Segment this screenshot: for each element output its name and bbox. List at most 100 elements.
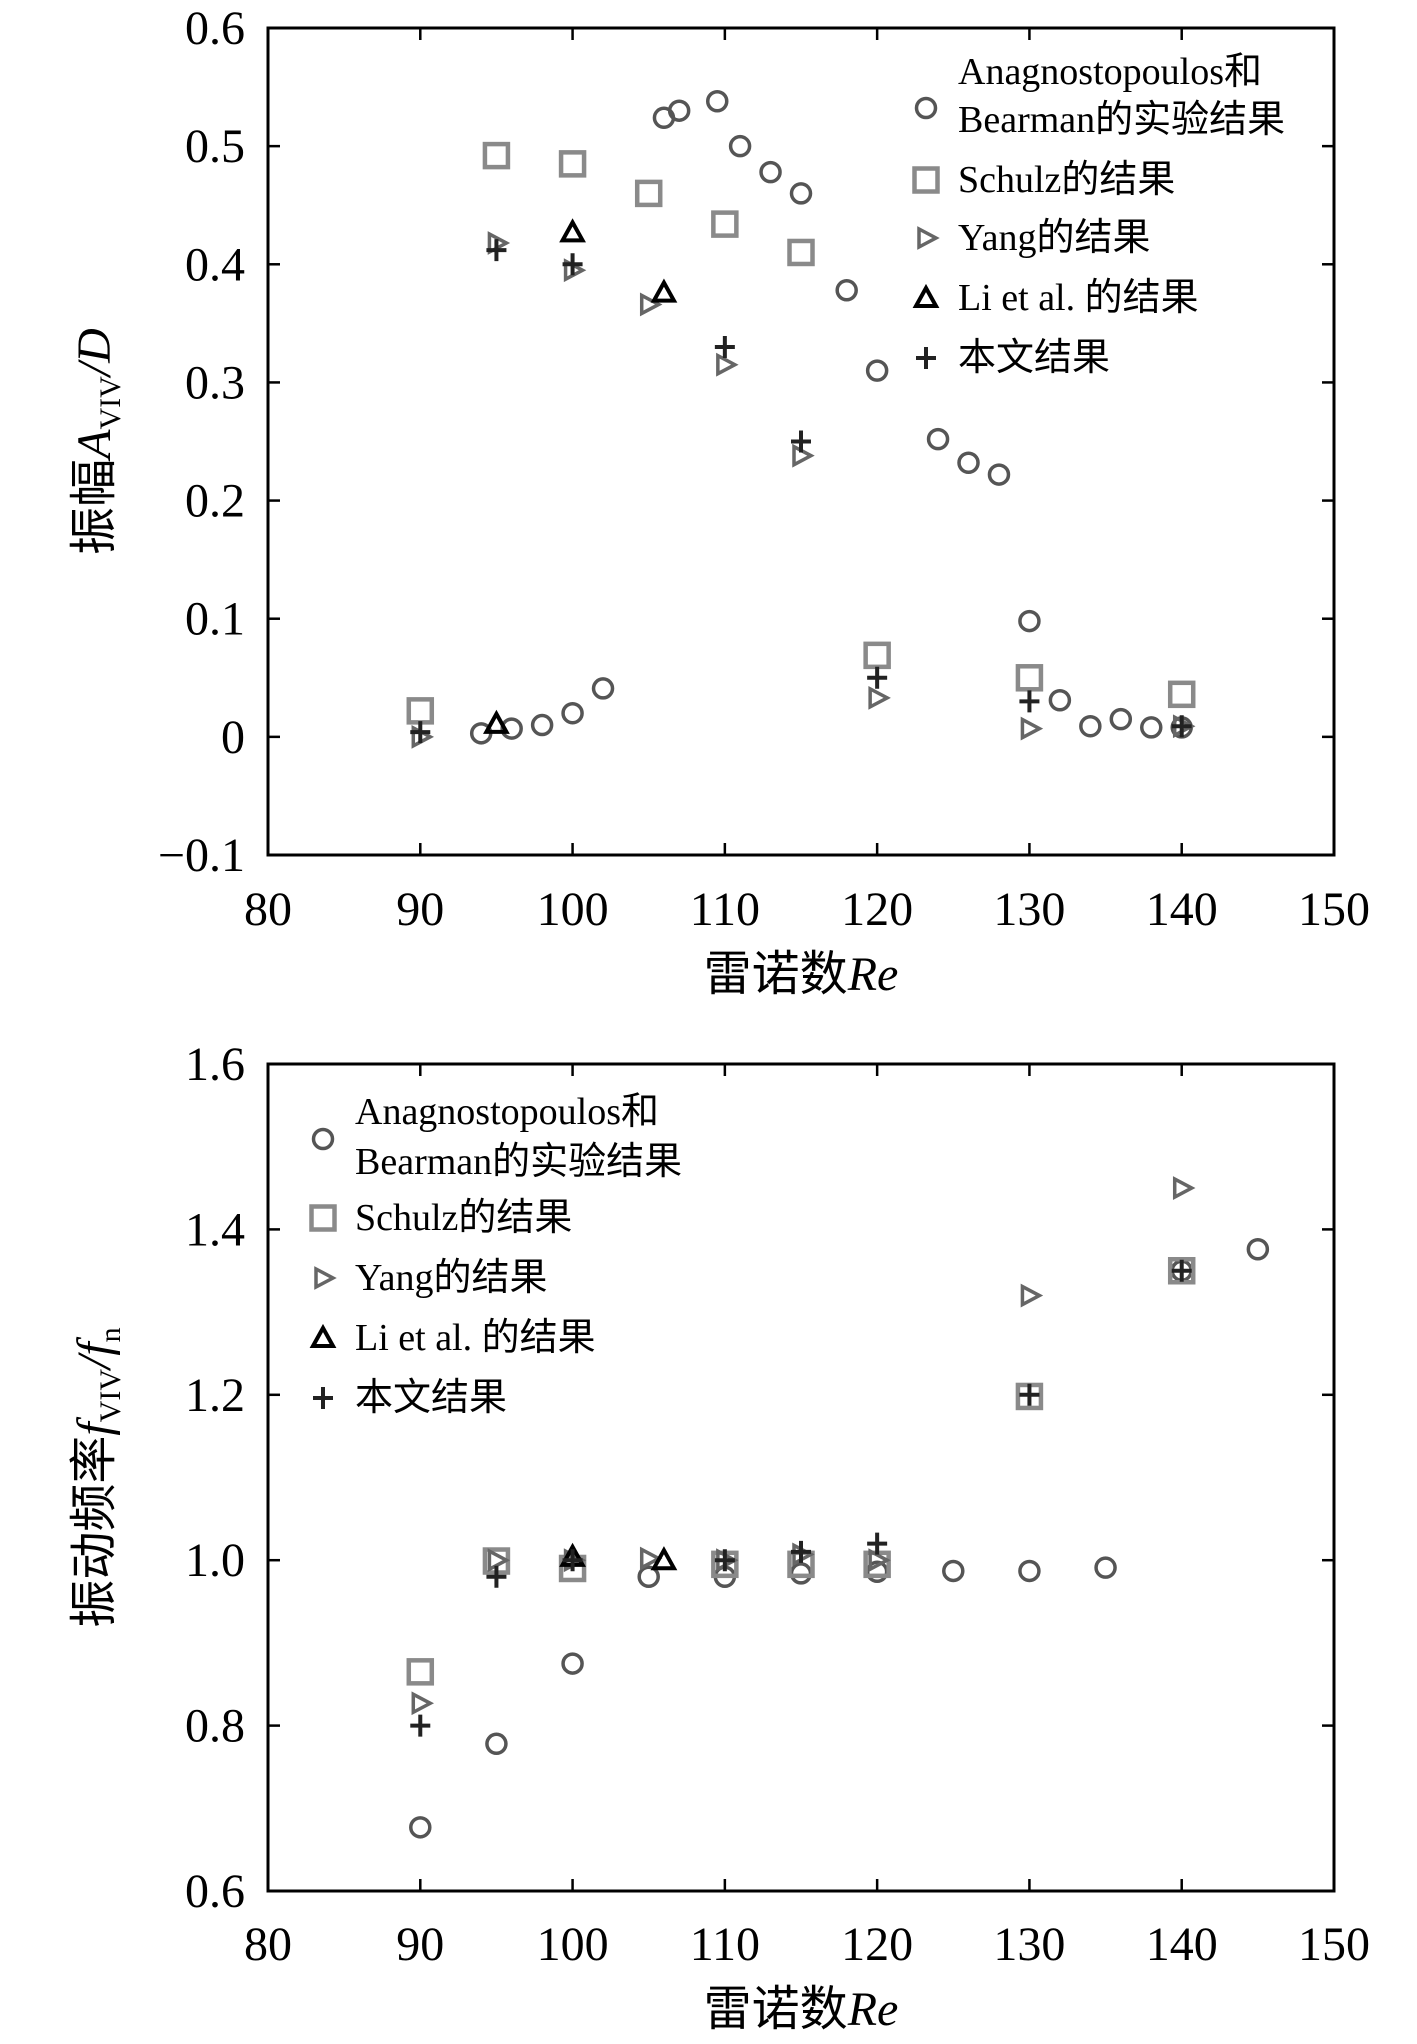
x-tick-label: 80 xyxy=(244,1918,292,1971)
y-tick-label: 0 xyxy=(221,711,245,764)
x-tick-label: 100 xyxy=(537,1918,609,1971)
data-point-yang xyxy=(1172,1176,1196,1200)
data-point-anag xyxy=(637,1565,660,1588)
data-point-anag xyxy=(530,713,554,737)
data-point-present xyxy=(791,1540,811,1563)
data-point-anag xyxy=(409,1816,432,1839)
data-point-yang xyxy=(487,1548,511,1573)
x-tick-label: 140 xyxy=(1146,1918,1218,1971)
data-point-yang xyxy=(716,352,739,377)
data-point-anag xyxy=(667,99,691,122)
data-point-anag xyxy=(561,1652,584,1675)
data-point-anag xyxy=(561,701,584,725)
data-point-present xyxy=(410,1714,431,1737)
data-point-anag xyxy=(987,463,1011,486)
x-tick-label: 90 xyxy=(396,883,444,936)
series-anag xyxy=(469,89,1193,745)
plot-frame xyxy=(266,26,1336,857)
data-point-present xyxy=(1171,715,1192,738)
x-tick-label: 110 xyxy=(690,883,760,936)
data-point-anag xyxy=(789,182,813,205)
x-axis-title: 雷诺数Re xyxy=(704,948,899,1001)
series-li xyxy=(483,218,678,734)
data-point-present xyxy=(867,666,888,689)
y-tick-label: 1.4 xyxy=(185,1203,245,1256)
data-point-anag xyxy=(759,160,782,184)
legend-marker-schulz xyxy=(309,1204,337,1232)
data-point-present xyxy=(1019,690,1040,713)
y-tick-label: 0.6 xyxy=(185,2,245,55)
frequency-chart: 80 90 100 110 120 130 140 150 0.6 0.8 1.0 1.2 1.4 1.6… xyxy=(68,1038,1370,2036)
legend-marker-anag xyxy=(914,96,938,120)
data-point-anag xyxy=(1048,688,1072,712)
y-tick-label: 1.6 xyxy=(185,1038,245,1091)
x-tick-label: 120 xyxy=(841,883,913,936)
legend-marker-yang xyxy=(917,226,940,250)
legend-marker-anag xyxy=(311,1127,335,1151)
data-point-present xyxy=(410,721,431,744)
data-point-present xyxy=(1019,1383,1040,1406)
x-tick-label: 130 xyxy=(993,1918,1065,1971)
data-point-schulz xyxy=(634,179,663,208)
data-point-schulz xyxy=(711,210,739,238)
data-point-present xyxy=(867,1532,888,1555)
data-point-anag xyxy=(1140,716,1163,739)
data-point-anag xyxy=(1079,714,1102,738)
x-tick-label: 150 xyxy=(1298,1918,1370,1971)
data-point-li xyxy=(650,1546,678,1571)
data-point-li xyxy=(559,218,586,243)
data-point-yang xyxy=(868,685,891,710)
legend-label-present: 本文结果 xyxy=(355,1377,507,1419)
y-tick-label: −0.1 xyxy=(158,829,245,882)
y-tick-label: 0.5 xyxy=(185,120,245,173)
data-point-anag xyxy=(485,1732,508,1756)
legend-marker-present xyxy=(313,1387,333,1409)
y-tick-label: 0.4 xyxy=(185,238,245,291)
series-schulz xyxy=(406,141,1196,725)
legend-marker-schulz xyxy=(912,166,940,194)
legend-label-li: Li et al. 的结果 xyxy=(355,1317,596,1359)
data-point-li xyxy=(483,709,510,734)
data-point-anag xyxy=(926,427,950,451)
data-point-schulz xyxy=(787,238,815,267)
data-point-schulz xyxy=(558,150,587,178)
legend: Anagnostopoulos和 Bearman的实验结果 Schulz的结果 Yan… xyxy=(912,51,1285,379)
y-tick-label: 0.8 xyxy=(185,1700,245,1753)
data-point-present xyxy=(791,430,811,453)
y-tick-label: 0.3 xyxy=(185,356,245,409)
x-tick-label: 90 xyxy=(396,1918,444,1971)
data-point-present xyxy=(714,335,735,358)
series-present xyxy=(410,239,1192,744)
data-point-schulz xyxy=(1167,1257,1196,1285)
legend-label-anag: Bearman的实验结果 xyxy=(355,1141,682,1183)
y-tick-label: 1.2 xyxy=(185,1369,245,1422)
y-axis-title: 振动频率fVIV/fn xyxy=(68,1327,127,1627)
data-point-present xyxy=(486,239,507,262)
data-point-yang xyxy=(1020,1283,1044,1308)
data-point-schulz xyxy=(482,141,511,170)
legend-marker-li xyxy=(309,1323,337,1348)
data-point-anag xyxy=(500,717,523,740)
series-present xyxy=(410,1259,1192,1737)
data-point-schulz xyxy=(863,641,891,670)
data-point-anag xyxy=(789,1562,813,1585)
x-tick-label: 100 xyxy=(537,883,609,936)
data-point-schulz xyxy=(1015,664,1044,692)
data-point-yang xyxy=(411,1691,435,1716)
data-point-anag xyxy=(942,1559,965,1583)
data-point-anag xyxy=(865,359,889,382)
data-point-yang xyxy=(639,1546,663,1571)
data-point-anag xyxy=(957,451,980,475)
legend-marker-yang xyxy=(314,1266,337,1290)
data-point-anag xyxy=(1109,707,1133,731)
data-point-anag xyxy=(591,677,615,700)
data-point-schulz xyxy=(1167,680,1196,709)
y-tick-label: 0.1 xyxy=(185,593,245,646)
legend-label-schulz: Schulz的结果 xyxy=(958,159,1175,201)
y-tick-label: 0.2 xyxy=(185,475,245,528)
x-tick-label: 110 xyxy=(690,1918,760,1971)
data-point-present xyxy=(1171,1259,1192,1282)
data-point-anag xyxy=(835,279,858,302)
y-axis-title: 振幅AVIV/D xyxy=(68,328,127,555)
